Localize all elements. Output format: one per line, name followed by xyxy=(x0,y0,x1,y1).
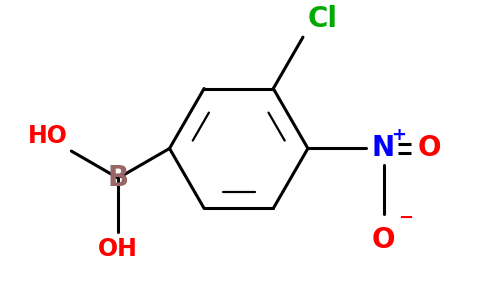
Text: N: N xyxy=(371,134,394,163)
Text: HO: HO xyxy=(28,124,68,148)
Text: −: − xyxy=(398,208,413,226)
Text: O: O xyxy=(372,226,395,254)
Text: B: B xyxy=(107,164,129,192)
Text: +: + xyxy=(391,126,406,144)
Text: O: O xyxy=(418,134,441,163)
Text: Cl: Cl xyxy=(307,4,337,33)
Text: OH: OH xyxy=(98,237,138,261)
